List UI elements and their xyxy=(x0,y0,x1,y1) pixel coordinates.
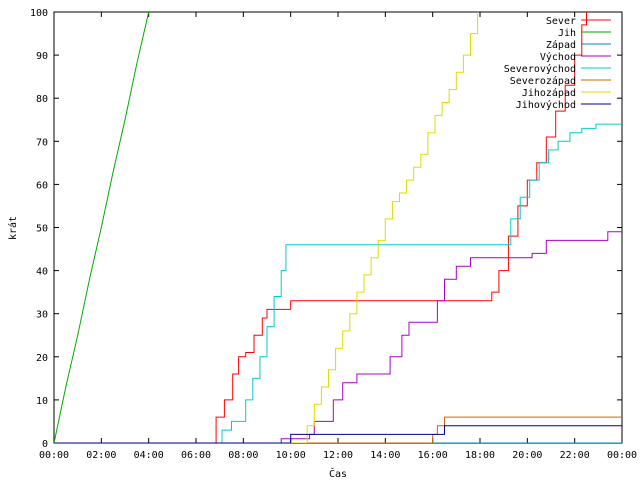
y-axis-ticks: 0 10 20 30 40 50 60 70 80 90 100 xyxy=(30,8,622,450)
legend-label: Východ xyxy=(540,51,576,63)
y-tick-label: 0 xyxy=(42,439,48,450)
y-tick-label: 70 xyxy=(36,137,48,148)
x-tick-label: 12:00 xyxy=(323,450,353,461)
x-tick-label: 18:00 xyxy=(465,450,495,461)
x-tick-label: 08:00 xyxy=(228,450,258,461)
x-tick-label: 06:00 xyxy=(181,450,211,461)
y-tick-label: 30 xyxy=(36,310,48,321)
y-tick-label: 40 xyxy=(36,267,48,278)
legend-label: Západ xyxy=(546,39,576,51)
x-tick-label: 02:00 xyxy=(86,450,116,461)
x-axis-ticks: 00:00 02:00 04:00 06:00 08:00 10:00 12:00 14:00… xyxy=(39,12,637,461)
legend-label: Jihozápad xyxy=(522,87,576,99)
series-lines xyxy=(54,12,622,443)
y-tick-label: 60 xyxy=(36,180,48,191)
x-tick-label: 22:00 xyxy=(560,450,590,461)
series-line-0 xyxy=(54,12,587,443)
series-line-7 xyxy=(54,425,622,443)
y-tick-label: 100 xyxy=(30,8,48,19)
x-tick-label: 04:00 xyxy=(134,450,164,461)
y-tick-label: 10 xyxy=(36,396,48,407)
legend-label: Jih xyxy=(558,28,576,39)
x-tick-label: 14:00 xyxy=(370,450,400,461)
x-tick-label: 16:00 xyxy=(418,450,448,461)
legend-label: Jihovýchod xyxy=(516,99,576,111)
y-axis-label: krát xyxy=(7,216,19,240)
series-line-3 xyxy=(54,231,622,443)
x-tick-label: 10:00 xyxy=(276,450,306,461)
series-line-1 xyxy=(54,12,150,443)
series-line-6 xyxy=(54,12,479,443)
series-line-4 xyxy=(54,123,622,443)
y-tick-label: 20 xyxy=(36,353,48,364)
x-axis-label: Čas xyxy=(329,467,347,480)
legend-label: Severovýchod xyxy=(504,63,576,75)
y-tick-label: 80 xyxy=(36,94,48,105)
x-tick-label: 00:00 xyxy=(39,450,69,461)
y-tick-label: 90 xyxy=(36,51,48,62)
y-tick-label: 50 xyxy=(36,224,48,235)
legend-label: Severozápad xyxy=(510,75,576,87)
x-tick-label: 00:00 xyxy=(607,450,637,461)
legend: SeverJihZápadVýchodSeverovýchodSeverozáp… xyxy=(504,16,611,111)
x-tick-label: 20:00 xyxy=(512,450,542,461)
legend-label: Sever xyxy=(546,16,576,27)
